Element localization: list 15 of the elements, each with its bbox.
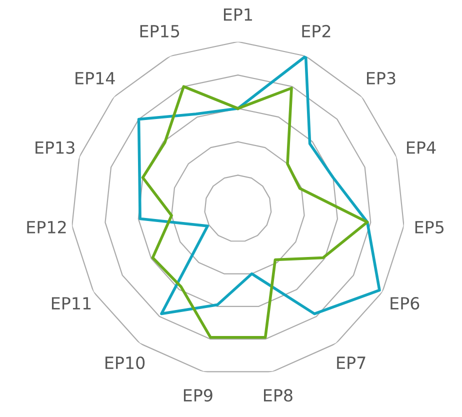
spoke-label: EP5 — [415, 221, 444, 234]
spoke-label: EP1 — [224, 8, 252, 21]
spoke-label: EP13 — [36, 141, 74, 154]
spoke-label: EP15 — [140, 25, 180, 38]
spoke-label: EP8 — [264, 389, 292, 402]
spoke-label: EP10 — [106, 356, 145, 370]
spoke-label: EP2 — [302, 24, 330, 38]
spoke-label: EP12 — [27, 220, 66, 234]
spoke-label: EP11 — [52, 297, 91, 310]
spoke-label: EP9 — [184, 389, 212, 402]
spoke-label: EP7 — [337, 356, 366, 369]
spoke-label: EP4 — [407, 141, 436, 154]
spoke-label: EP14 — [76, 72, 115, 84]
spoke-label: EP3 — [367, 72, 396, 85]
spoke-label: EP6 — [390, 296, 420, 310]
